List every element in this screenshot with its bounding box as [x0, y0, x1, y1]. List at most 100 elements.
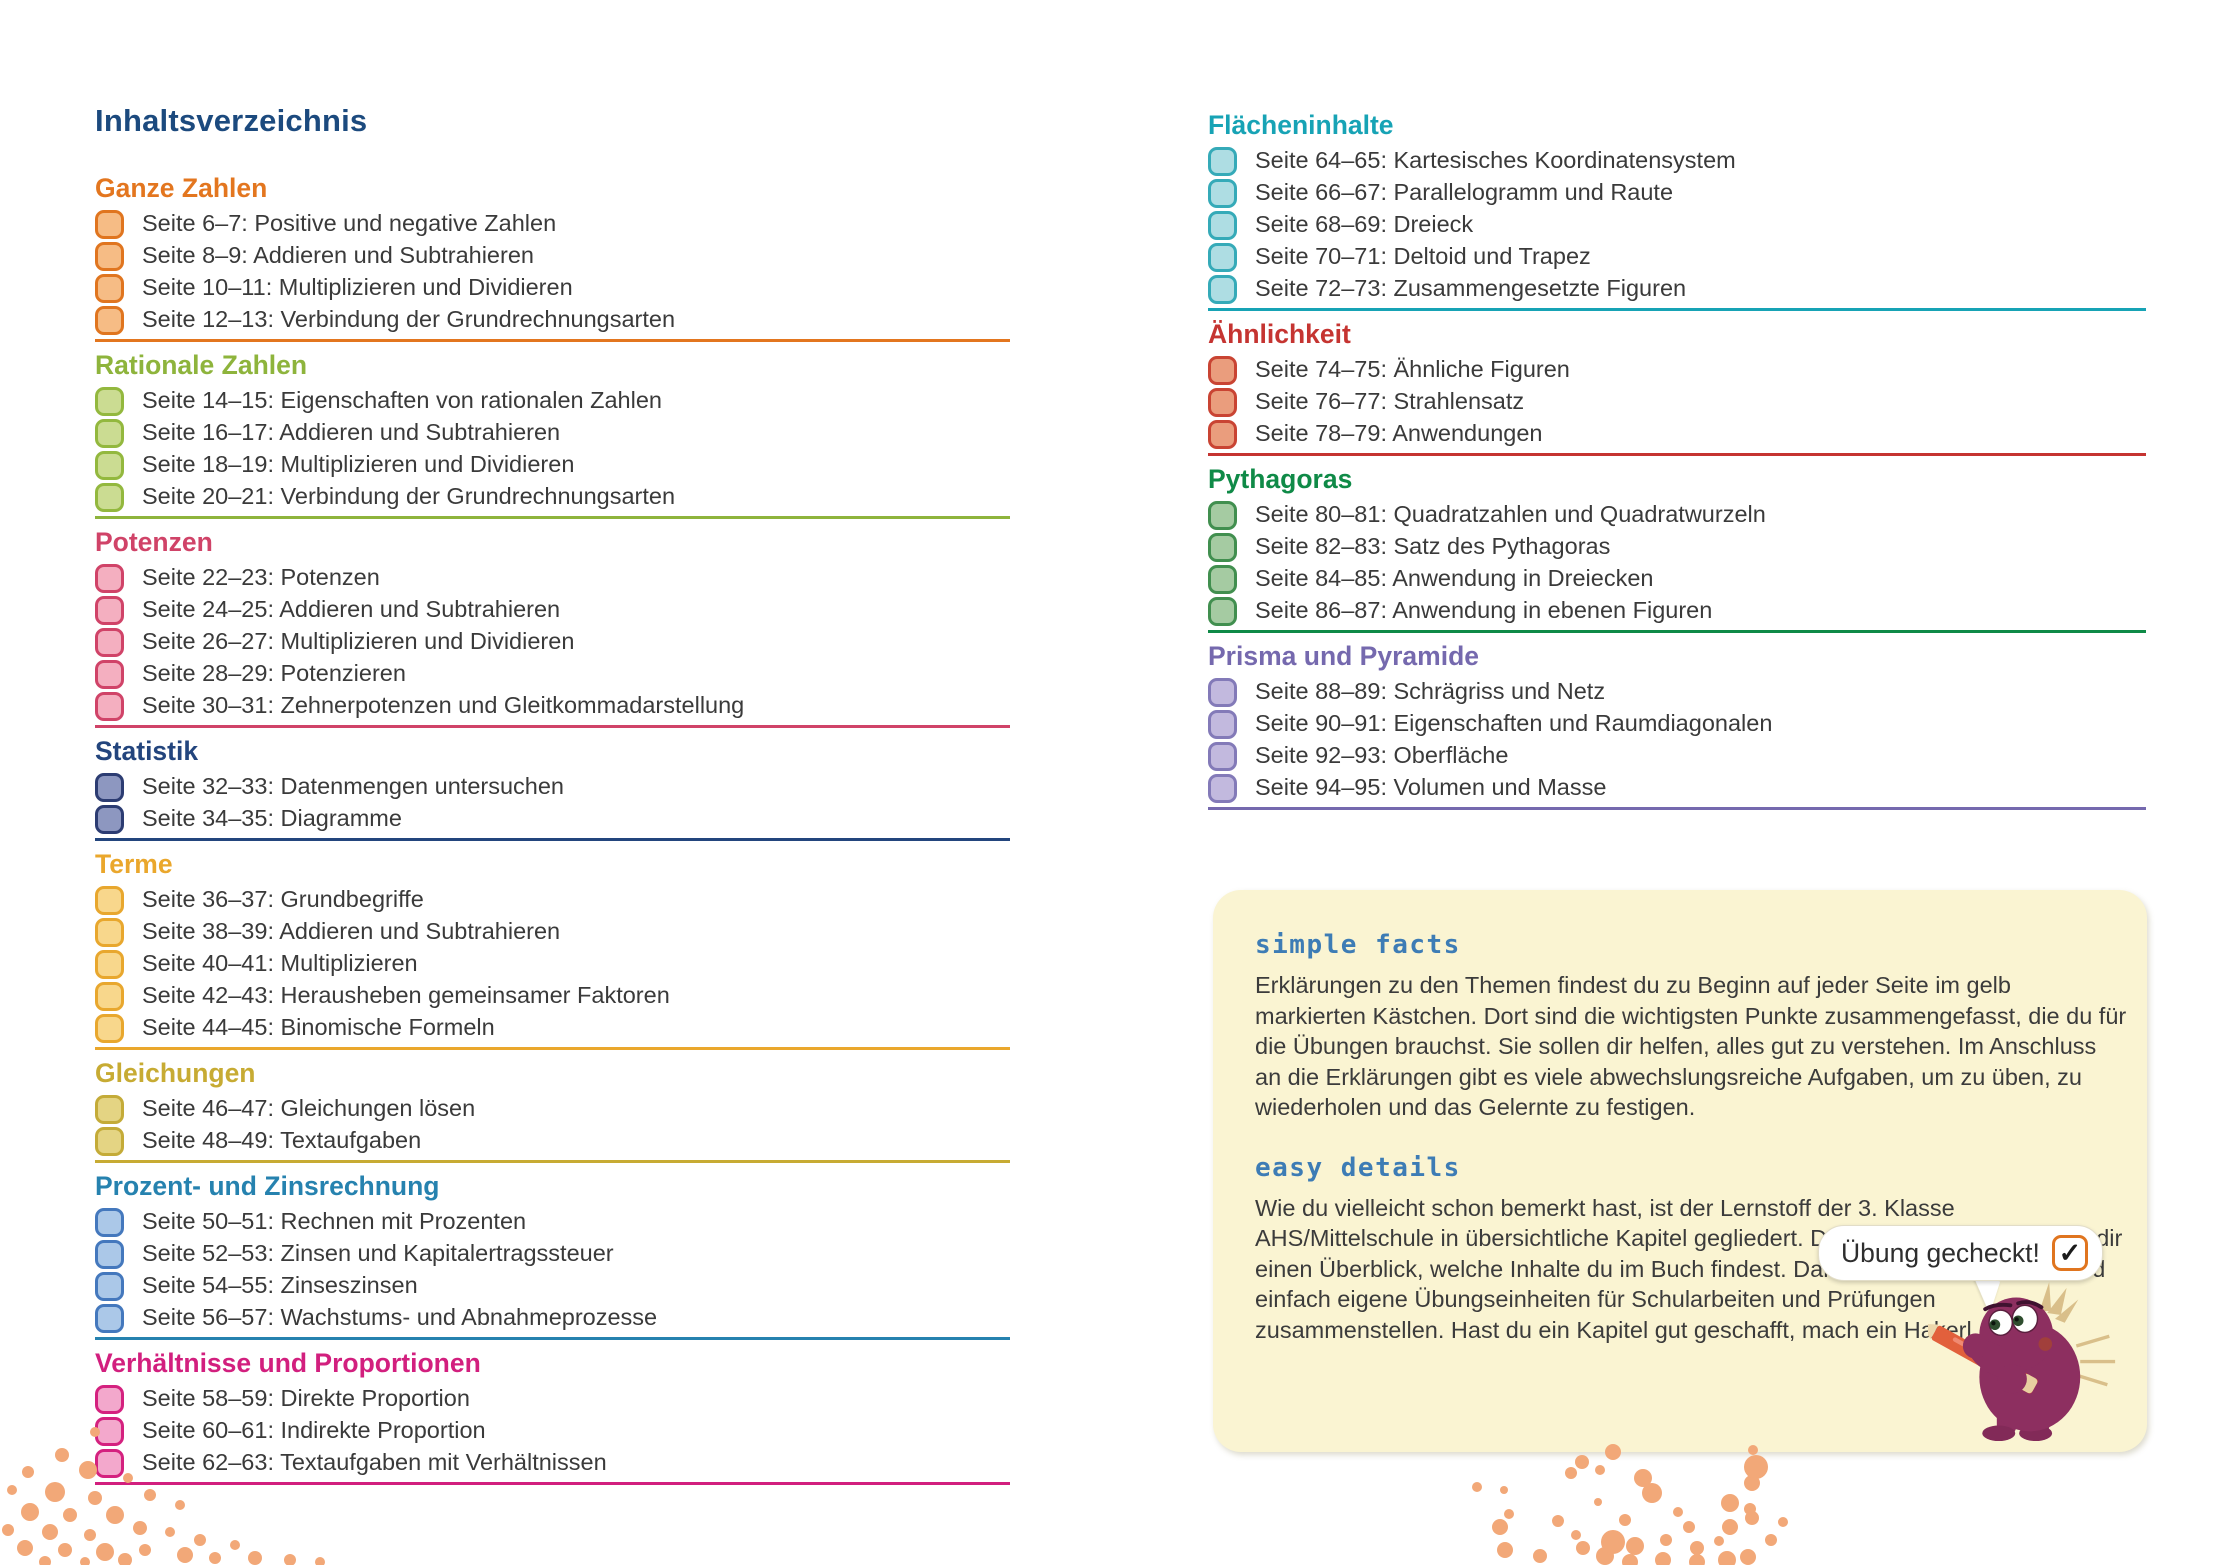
toc-item: Seite 44–45: Binomische Formeln	[95, 1012, 1010, 1044]
section-separator	[95, 1482, 1010, 1485]
section-items: Seite 88–89: Schrägriss und Netz Seite 9…	[1208, 676, 2146, 804]
item-checkbox[interactable]	[95, 305, 124, 335]
item-checkbox[interactable]	[1208, 773, 1237, 803]
toc-item: Seite 56–57: Wachstums- und Abnahmeproze…	[95, 1302, 1010, 1334]
item-label: Seite 8–9: Addieren und Subtrahieren	[142, 242, 534, 269]
item-checkbox[interactable]	[95, 273, 124, 303]
item-label: Seite 32–33: Datenmengen untersuchen	[142, 773, 565, 800]
toc-item: Seite 48–49: Textaufgaben	[95, 1125, 1010, 1157]
section-items: Seite 50–51: Rechnen mit Prozenten Seite…	[95, 1206, 1010, 1334]
item-checkbox[interactable]	[95, 804, 124, 834]
info-section-easy-details: easy details Wie du vielleicht schon bem…	[1255, 1153, 2122, 1346]
item-checkbox[interactable]	[95, 1094, 124, 1124]
toc-sections-left: Ganze Zahlen Seite 6–7: Positive und neg…	[95, 175, 1010, 1485]
item-checkbox[interactable]	[1208, 419, 1237, 449]
item-checkbox[interactable]	[95, 917, 124, 947]
item-checkbox[interactable]	[95, 1271, 124, 1301]
item-checkbox[interactable]	[1208, 242, 1237, 272]
item-checkbox[interactable]	[1208, 387, 1237, 417]
item-checkbox[interactable]	[95, 563, 124, 593]
item-checkbox[interactable]	[95, 1126, 124, 1156]
toc-item: Seite 12–13: Verbindung der Grundrechnun…	[95, 304, 1010, 336]
item-checkbox[interactable]	[95, 482, 124, 512]
item-checkbox[interactable]	[95, 209, 124, 239]
item-checkbox[interactable]	[95, 1303, 124, 1333]
item-label: Seite 28–29: Potenzieren	[142, 660, 406, 687]
section-items: Seite 58–59: Direkte Proportion Seite 60…	[95, 1383, 1010, 1479]
item-label: Seite 26–27: Multiplizieren und Dividier…	[142, 628, 575, 655]
item-checkbox[interactable]	[95, 241, 124, 271]
item-checkbox[interactable]	[95, 450, 124, 480]
checkmark-icon: ✓	[2058, 1237, 2082, 1268]
item-checkbox[interactable]	[1208, 178, 1237, 208]
toc-item: Seite 38–39: Addieren und Subtrahieren	[95, 916, 1010, 948]
section-items: Seite 74–75: Ähnliche Figuren Seite 76–7…	[1208, 354, 2146, 450]
item-checkbox[interactable]	[95, 595, 124, 625]
item-label: Seite 22–23: Potenzen	[142, 564, 380, 591]
item-checkbox[interactable]	[1208, 677, 1237, 707]
toc-section: Verhältnisse und Proportionen Seite 58–5…	[95, 1350, 1010, 1485]
item-label: Seite 82–83: Satz des Pythagoras	[1255, 533, 1611, 560]
item-label: Seite 92–93: Oberfläche	[1255, 742, 1509, 769]
item-checkbox[interactable]	[1208, 532, 1237, 562]
item-checkbox[interactable]	[95, 949, 124, 979]
item-checkbox[interactable]	[1208, 210, 1237, 240]
section-title: Statistik	[95, 736, 199, 766]
toc-section: Potenzen Seite 22–23: Potenzen Seite 24–…	[95, 529, 1010, 728]
toc-item: Seite 60–61: Indirekte Proportion	[95, 1415, 1010, 1447]
toc-item: Seite 20–21: Verbindung der Grundrechnun…	[95, 481, 1010, 513]
item-checkbox[interactable]	[1208, 741, 1237, 771]
item-checkbox[interactable]	[95, 691, 124, 721]
item-checkbox[interactable]	[95, 386, 124, 416]
item-checkbox[interactable]	[95, 627, 124, 657]
item-checkbox[interactable]	[95, 418, 124, 448]
item-checkbox[interactable]	[95, 1239, 124, 1269]
toc-item: Seite 40–41: Multiplizieren	[95, 948, 1010, 980]
item-checkbox[interactable]	[95, 1416, 124, 1446]
item-checkbox[interactable]	[95, 659, 124, 689]
item-label: Seite 90–91: Eigenschaften und Raumdiago…	[1255, 710, 1773, 737]
item-checkbox[interactable]	[1208, 564, 1237, 594]
section-separator	[95, 1337, 1010, 1340]
item-checkbox[interactable]	[95, 1013, 124, 1043]
toc-item: Seite 24–25: Addieren und Subtrahieren	[95, 594, 1010, 626]
item-checkbox[interactable]	[1208, 709, 1237, 739]
item-checkbox[interactable]	[1208, 274, 1237, 304]
item-checkbox[interactable]	[1208, 596, 1237, 626]
item-checkbox[interactable]	[95, 772, 124, 802]
toc-item: Seite 30–31: Zehnerpotenzen und Gleitkom…	[95, 690, 1010, 722]
item-label: Seite 66–67: Parallelogramm und Raute	[1255, 179, 1674, 206]
toc-item: Seite 16–17: Addieren und Subtrahieren	[95, 417, 1010, 449]
section-items: Seite 80–81: Quadratzahlen und Quadratwu…	[1208, 499, 2146, 627]
section-title: Prozent- und Zinsrechnung	[95, 1171, 440, 1201]
toc-item: Seite 54–55: Zinseszinsen	[95, 1270, 1010, 1302]
toc-item: Seite 42–43: Herausheben gemeinsamer Fak…	[95, 980, 1010, 1012]
section-title: Flächeninhalte	[1208, 110, 1394, 140]
item-label: Seite 62–63: Textaufgaben mit Verhältnis…	[142, 1449, 607, 1476]
toc-section: Flächeninhalte Seite 64–65: Kartesisches…	[1208, 112, 2146, 311]
item-label: Seite 30–31: Zehnerpotenzen und Gleitkom…	[142, 692, 745, 719]
toc-section: Gleichungen Seite 46–47: Gleichungen lös…	[95, 1060, 1010, 1163]
mascot-eyes	[1983, 1300, 2044, 1337]
toc-section: Terme Seite 36–37: Grundbegriffe Seite 3…	[95, 851, 1010, 1050]
item-checkbox[interactable]	[95, 981, 124, 1011]
section-items: Seite 6–7: Positive und negative Zahlen …	[95, 208, 1010, 336]
item-label: Seite 14–15: Eigenschaften von rationale…	[142, 387, 662, 414]
item-label: Seite 40–41: Multiplizieren	[142, 950, 418, 977]
item-checkbox[interactable]	[1208, 146, 1237, 176]
item-checkbox[interactable]	[1208, 355, 1237, 385]
item-checkbox[interactable]	[95, 1448, 124, 1478]
toc-section: Prisma und Pyramide Seite 88–89: Schrägr…	[1208, 643, 2146, 810]
section-separator	[95, 1047, 1010, 1050]
simple-facts-heading: simple facts	[1255, 930, 1461, 960]
toc-item: Seite 58–59: Direkte Proportion	[95, 1383, 1010, 1415]
item-checkbox[interactable]	[95, 1207, 124, 1237]
item-label: Seite 70–71: Deltoid und Trapez	[1255, 243, 1591, 270]
item-checkbox[interactable]	[95, 1384, 124, 1414]
toc-item: Seite 34–35: Diagramme	[95, 803, 1010, 835]
item-checkbox[interactable]	[95, 885, 124, 915]
mascot-arms	[1962, 1333, 2027, 1394]
item-checkbox[interactable]	[1208, 500, 1237, 530]
item-label: Seite 86–87: Anwendung in ebenen Figuren	[1255, 597, 1713, 624]
item-label: Seite 74–75: Ähnliche Figuren	[1255, 356, 1570, 383]
